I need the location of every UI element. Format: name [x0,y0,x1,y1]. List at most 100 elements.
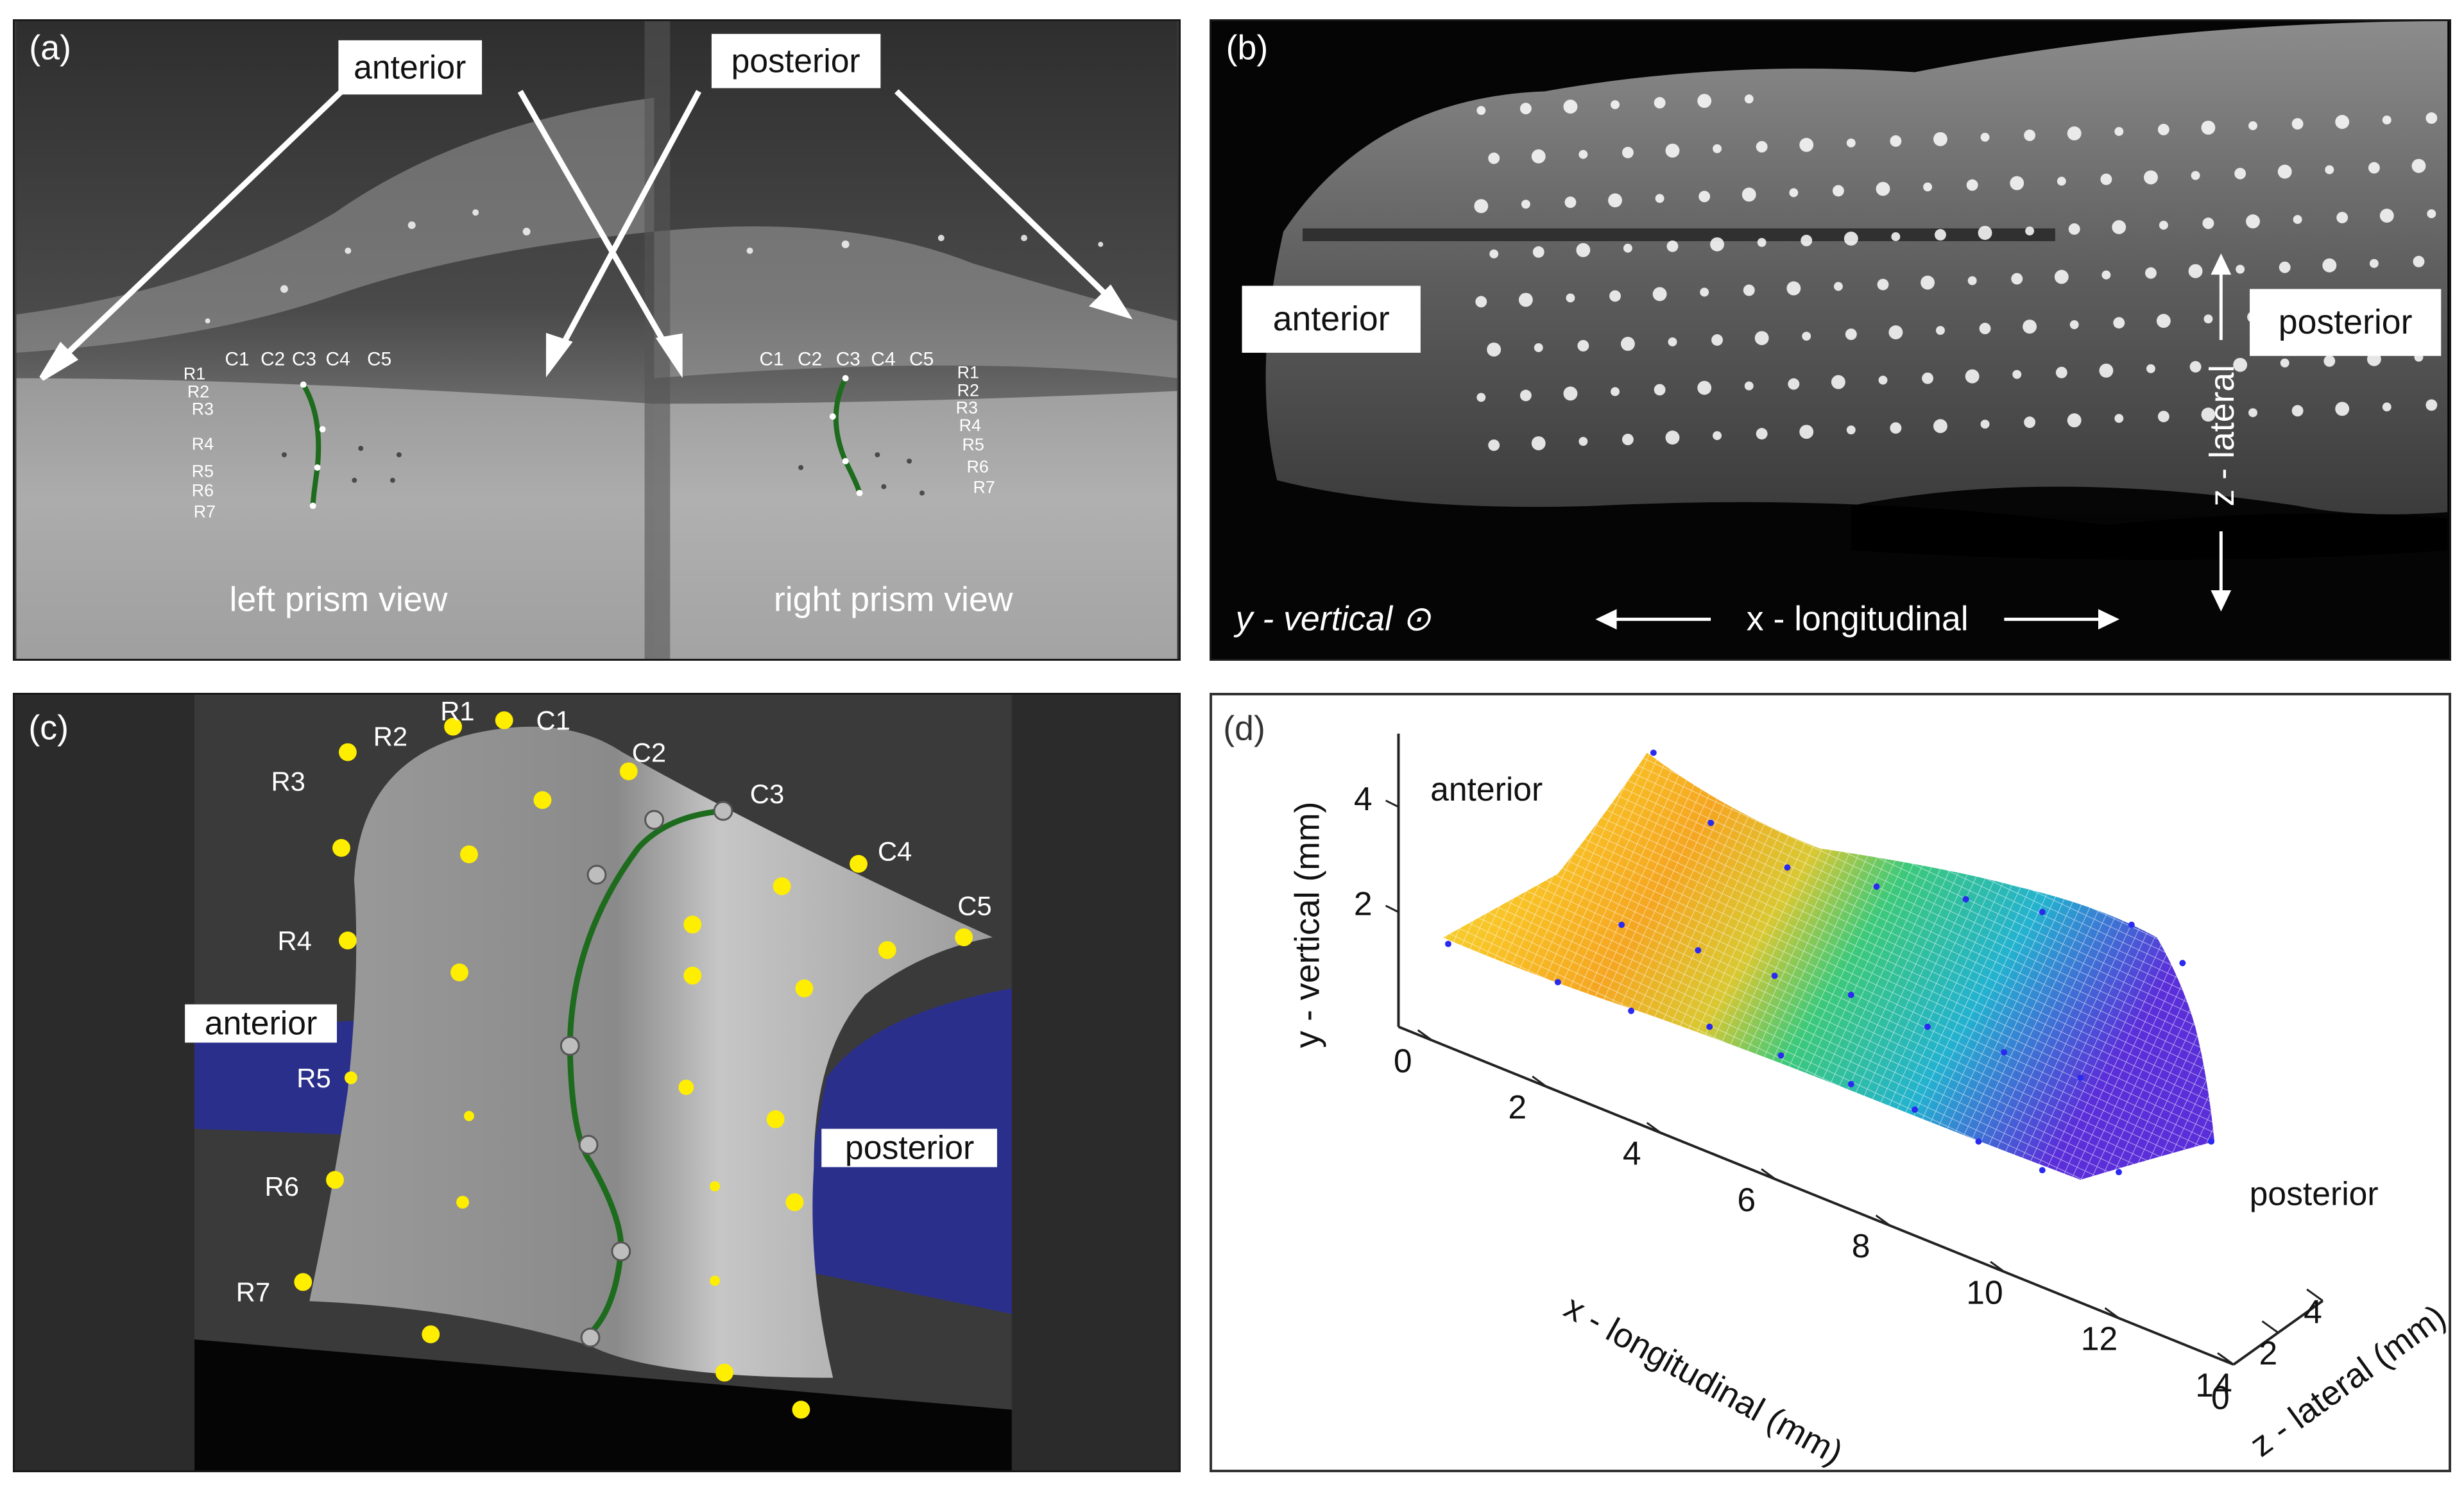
panel-b-marker-dot [2369,259,2379,268]
panel-c-column-c4: C4 [878,837,912,867]
panel-b-marker-dot [1655,194,1664,203]
panel-d-x-tick-label: 12 [2081,1320,2118,1357]
panel-a-image: (a) C1 C2 C3 C4 C5 R1 R2 R3 R4 R5 R6 R7 … [16,21,1177,659]
panel-b-marker-dot [1518,293,1533,307]
panel-b-marker-dot [2201,407,2216,422]
panel-a-right-column-c5: C5 [909,349,934,370]
panel-b-marker-dot [2146,364,2155,373]
panel-b-marker-dot [1531,149,1546,164]
panel-b-marker-dot [1488,439,1500,451]
panel-d-x-tick-mark [1761,1168,1776,1180]
panel-b-marker-dot [2156,314,2171,328]
panel-a-letter: (a) [29,29,71,67]
panel-b-image: (b) anterior posterior y - vertical ⊙ x … [1213,21,2448,659]
panel-c-column-c3: C3 [750,779,784,809]
panel-b-marker-dot [2054,269,2069,284]
panel-d-x-tick-label: 4 [1623,1135,1641,1172]
panel-b-marker-dot [1979,323,1991,335]
panel-b-marker-dot [1743,284,1755,296]
panel-b-marker-dot [2113,317,2125,329]
panel-b-marker-dots [1474,94,2439,451]
panel-b-marker-dot [1531,436,1546,450]
panel-d-x-tick-mark [1875,1214,1891,1227]
panel-b-marker-dot [1757,237,1767,247]
panel-b-anterior-box [1242,285,1421,353]
panel-b-marker-dot [1652,287,1667,302]
panel-d-x-tick-mark [1417,1029,1433,1041]
panel-b-marker-dot [2024,416,2036,429]
panel-a-left-column-c4: C4 [326,349,350,370]
panel-b-marker-dot [1756,140,1768,153]
panel-d-mesh [1443,752,2215,1180]
panel-b-marker-dot [1967,276,1977,285]
panel-c-column-c5: C5 [957,890,991,921]
panel-b-marker-dot [1577,340,1589,352]
panel-b-marker-dot [1965,369,1980,384]
panel-b-marker-dot [2382,402,2391,412]
panel-c-anterior-box [185,1004,338,1043]
panel-b-marker-dot [1789,188,1799,198]
panel-b-y-axis-label: y - vertical ⊙ [1233,599,1432,638]
panel-b-marker-dot [1744,381,1754,391]
panel-b-marker-dot [2426,399,2438,411]
panel-a-right-column-c2: C2 [798,349,822,370]
panel-b-marker-dot [1754,331,1769,345]
panel-b-marker-dot [1609,290,1621,302]
panel-a-right-row-r4: R4 [959,416,981,435]
panel-b-marker-dot [1890,422,1902,434]
panel-c-posterior-label: posterior [845,1128,974,1166]
panel-b-marker-dot [2236,264,2245,274]
panel-b-marker-dot [2191,171,2200,180]
panel-a-anterior-label: anterior [354,48,466,85]
panel-b-marker-dot [1845,328,1857,340]
panel-b-marker-dot [1665,430,1680,445]
panel-c-row-r3: R3 [271,766,305,796]
panel-b-marker-dot [2025,226,2035,235]
panel-c-letter: (c) [28,709,69,747]
panel-b-marker-dot [1654,97,1666,109]
panel-b-marker-dot [1713,144,1722,153]
panel-b-marker-dot [1710,237,1724,251]
panel-c-row-r7: R7 [236,1277,270,1307]
panel-b-marker-dot [2012,370,2022,379]
panel-d-x-tick-label: 6 [1737,1181,1756,1218]
panel-a-posterior-box [711,33,881,89]
panel-c-row-r2: R2 [373,722,407,752]
panel-b-marker-dot [2379,208,2394,223]
panel-b-x-axis-arrow [1595,609,2120,630]
panel-d-x-tick-label: 2 [1508,1089,1527,1126]
panel-b-marker-dot [1621,146,1634,158]
panel-b-marker-dot [2055,366,2067,378]
panel-b-marker-dot [2112,220,2126,234]
panel-b-marker-dot [1654,384,1666,396]
panel-b-marker-dot [1878,375,1888,385]
panel-a-right-column-c1: C1 [759,349,783,370]
panel-b-marker-dot [2023,319,2037,334]
panel-b-marker-dot [1611,100,1620,110]
panel-b-marker-dot [1799,137,1814,152]
panel-b-marker-dot [2323,355,2336,367]
panel-b-marker-dot [2201,121,2216,135]
panel-d-x-axis-label: x - longitudinal (mm) [1558,1287,1849,1470]
panel-a-left-row-r5: R5 [192,462,214,481]
panel-b-marker-dot [1620,337,1635,351]
panel-b-marker-dot [2325,165,2334,174]
panel-b-marker-dot [1576,242,1591,257]
panel-b-marker-dot [1888,325,1903,340]
panel-b-marker-dot [1519,103,1532,115]
panel-b-marker-dot [1564,196,1577,208]
panel-b-marker-dot [1933,132,1947,146]
panel-b-marker-dot [1877,278,1889,291]
panel-b-marker-dot [1563,99,1578,114]
panel-b-marker-dot [2291,405,2304,417]
panel-d-x-tick-label: 14 [2195,1366,2232,1404]
panel-b-marker-dot [2100,173,2112,185]
panel-d-x-tick-mark [1646,1121,1662,1134]
panel-a-left-column-c3: C3 [292,349,316,370]
panel-b-marker-dot [1698,191,1711,203]
panel-d-y-tick-2: 2 [1354,885,1373,922]
panel-b-marker-dot [1487,342,1502,357]
panel-d-z-tick-marks [2217,1288,2323,1366]
panel-c-surface-reconstruction: (c) R1 R2 R3 R4 R5 R6 R7 C1 C2 C3 C4 C5 … [13,693,1181,1472]
panel-c-anterior-label: anterior [205,1004,317,1041]
